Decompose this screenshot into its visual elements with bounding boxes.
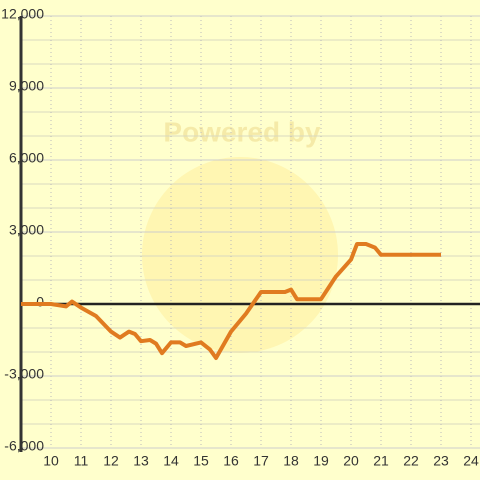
x-tick-label: 16 xyxy=(223,453,239,469)
x-tick-label: 24 xyxy=(463,453,479,469)
x-tick-label: 12 xyxy=(103,453,119,469)
y-tick-label: -3,000 xyxy=(4,366,44,382)
x-tick-label: 19 xyxy=(313,453,329,469)
x-tick-label: 20 xyxy=(343,453,359,469)
y-tick-label: -6,000 xyxy=(4,438,44,454)
x-tick-label: 15 xyxy=(193,453,209,469)
x-tick-label: 13 xyxy=(133,453,149,469)
y-tick-label: 12,000 xyxy=(1,6,44,22)
x-tick-label: 14 xyxy=(163,453,179,469)
data-line xyxy=(21,242,441,360)
x-tick-label: 17 xyxy=(253,453,269,469)
x-tick-label: 11 xyxy=(74,453,89,469)
y-tick-label: 9,000 xyxy=(9,78,44,94)
x-tick-label: 22 xyxy=(403,453,419,469)
x-tick-label: 21 xyxy=(373,453,389,469)
x-tick-label: 23 xyxy=(433,453,449,469)
watermark: Powered by xyxy=(163,116,321,147)
x-tick-label: 10 xyxy=(43,453,59,469)
y-tick-label: 6,000 xyxy=(9,150,44,166)
y-tick-label: 0 xyxy=(36,294,44,310)
x-tick-label: 18 xyxy=(283,453,299,469)
y-tick-label: 3,000 xyxy=(9,222,44,238)
